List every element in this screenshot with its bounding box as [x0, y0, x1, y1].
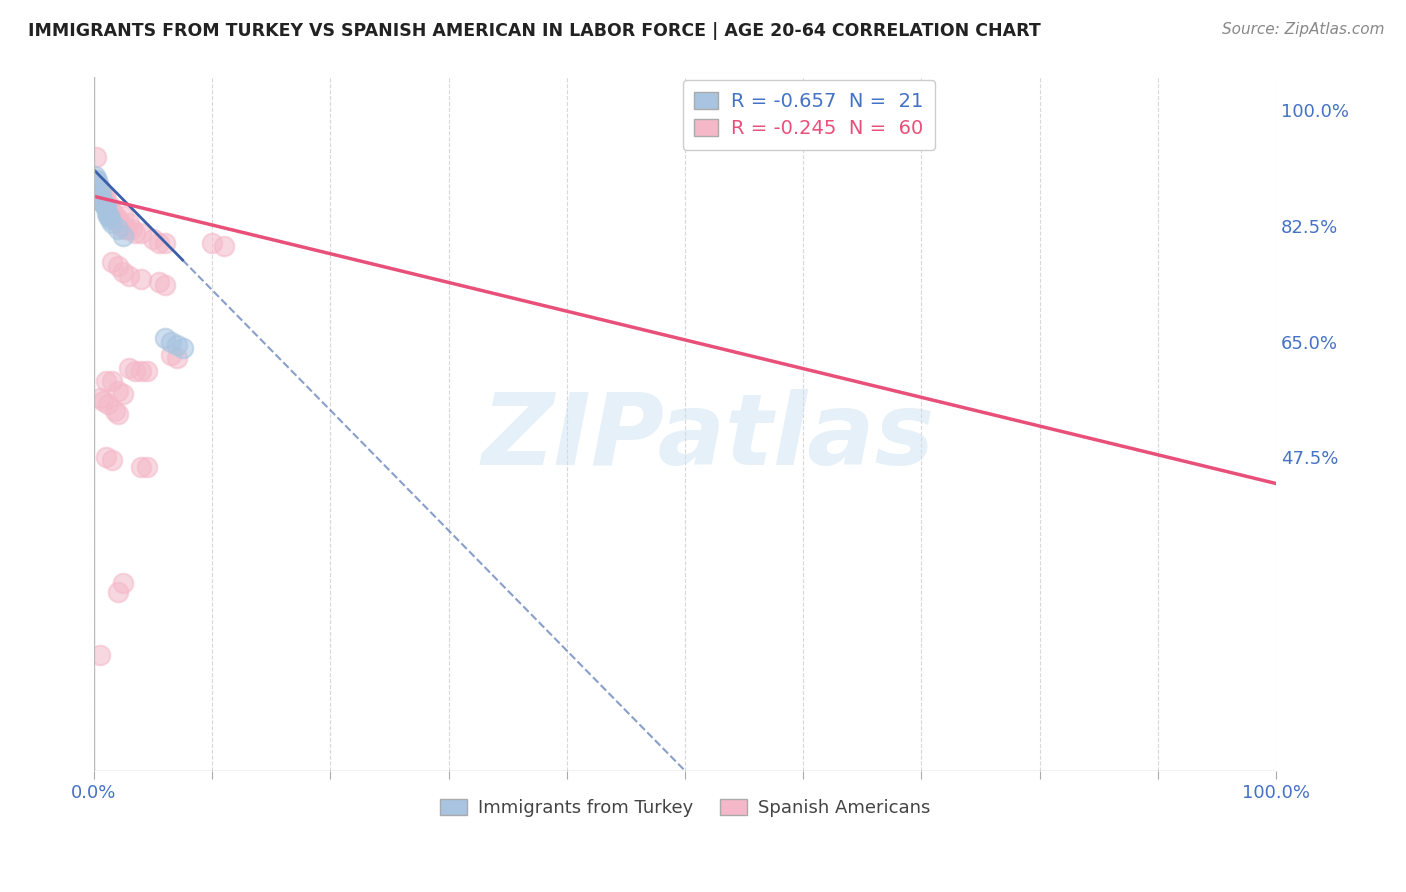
Point [98, 209, 121, 223]
Point [115, 222, 138, 236]
Point [93, 195, 115, 210]
Point [121, 222, 143, 236]
Point [96, 206, 118, 220]
Point [153, 235, 176, 250]
Point [107, 216, 129, 230]
Point [212, 239, 235, 253]
Point [84, 169, 107, 184]
Text: Source: ZipAtlas.com: Source: ZipAtlas.com [1222, 22, 1385, 37]
Point [100, 216, 122, 230]
Point [129, 460, 152, 475]
Point [201, 235, 224, 250]
Point [148, 275, 170, 289]
Point [101, 206, 124, 220]
Point [118, 360, 141, 375]
Point [110, 219, 132, 233]
Point [100, 199, 122, 213]
Point [91, 193, 114, 207]
Point [104, 209, 127, 223]
Point [118, 216, 141, 230]
Point [97, 199, 120, 213]
Point [107, 384, 129, 398]
Point [114, 222, 136, 236]
Point [166, 351, 188, 365]
Point [103, 209, 125, 223]
Point [108, 216, 131, 230]
Point [159, 334, 181, 349]
Point [159, 348, 181, 362]
Point [104, 404, 127, 418]
Point [100, 453, 122, 467]
Point [136, 364, 159, 378]
Point [93, 394, 115, 409]
Point [107, 259, 129, 273]
Point [107, 407, 129, 421]
Point [129, 226, 152, 240]
Point [107, 212, 129, 227]
Point [107, 222, 129, 236]
Point [100, 212, 122, 227]
Point [107, 585, 129, 599]
Point [89, 189, 111, 203]
Point [87, 179, 110, 194]
Point [112, 575, 135, 590]
Point [98, 202, 121, 217]
Point [129, 364, 152, 378]
Point [86, 173, 108, 187]
Point [100, 374, 122, 388]
Point [89, 648, 111, 662]
Point [172, 341, 194, 355]
Point [153, 278, 176, 293]
Point [93, 195, 115, 210]
Point [136, 460, 159, 475]
Text: IMMIGRANTS FROM TURKEY VS SPANISH AMERICAN IN LABOR FORCE | AGE 20-64 CORRELATIO: IMMIGRANTS FROM TURKEY VS SPANISH AMERIC… [28, 22, 1040, 40]
Point [94, 450, 117, 464]
Point [90, 186, 112, 200]
Point [124, 364, 146, 378]
Point [94, 199, 117, 213]
Point [91, 186, 114, 200]
Point [112, 228, 135, 243]
Point [97, 397, 120, 411]
Point [142, 232, 165, 246]
Point [112, 265, 135, 279]
Point [94, 374, 117, 388]
Point [148, 235, 170, 250]
Point [93, 189, 115, 203]
Point [129, 272, 152, 286]
Point [96, 199, 118, 213]
Point [97, 209, 120, 223]
Point [112, 387, 135, 401]
Point [118, 268, 141, 283]
Legend: Immigrants from Turkey, Spanish Americans: Immigrants from Turkey, Spanish American… [433, 791, 938, 824]
Point [105, 212, 128, 227]
Point [89, 186, 111, 200]
Text: ZIPatlas: ZIPatlas [482, 390, 935, 486]
Point [94, 193, 117, 207]
Point [153, 331, 176, 345]
Point [100, 255, 122, 269]
Point [124, 226, 146, 240]
Point [112, 209, 135, 223]
Point [84, 150, 107, 164]
Point [100, 206, 122, 220]
Point [89, 391, 111, 405]
Point [84, 173, 107, 187]
Point [93, 199, 115, 213]
Point [166, 338, 188, 352]
